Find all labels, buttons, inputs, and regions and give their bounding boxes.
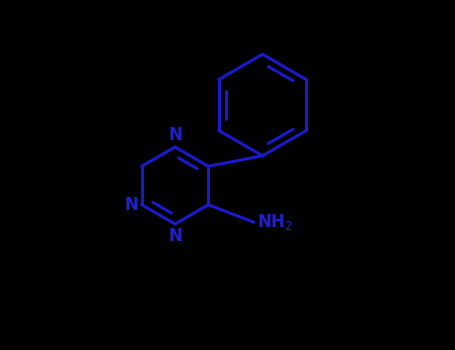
Text: N: N [168, 227, 182, 245]
Text: N: N [125, 196, 139, 214]
Text: N: N [168, 126, 182, 144]
Text: NH$_2$: NH$_2$ [257, 212, 293, 232]
